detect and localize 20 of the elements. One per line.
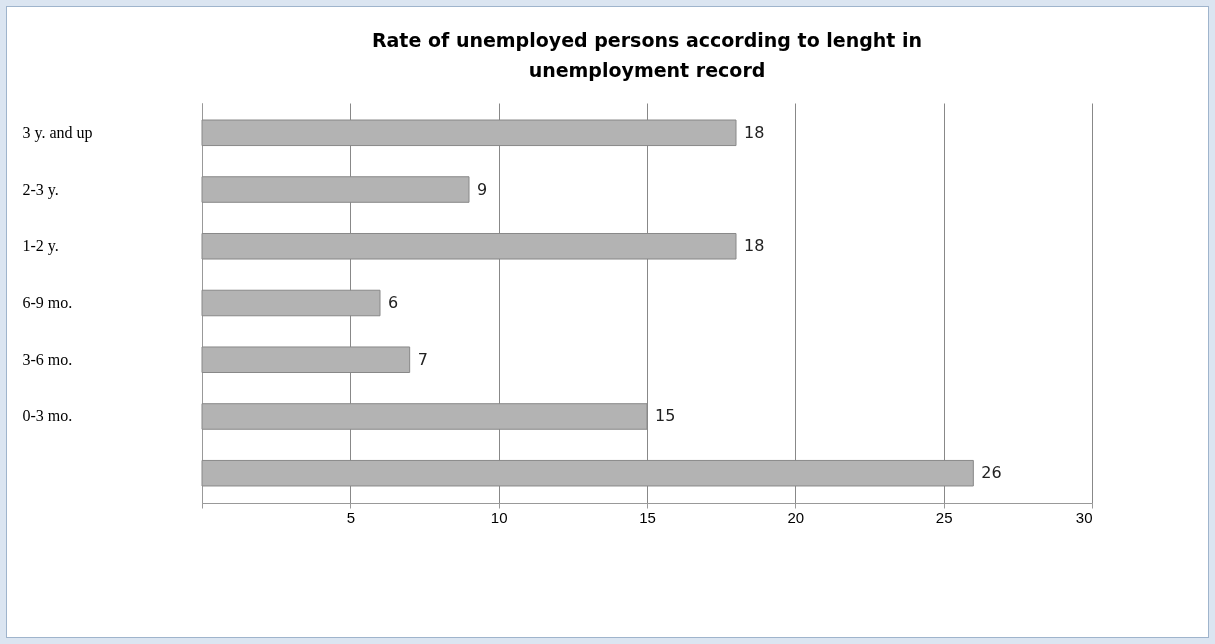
data-label: 15 xyxy=(655,406,676,426)
y-tick-label: 6-9 mo. xyxy=(22,294,73,311)
y-tick-label: 2-3 y. xyxy=(22,180,59,199)
data-label: 26 xyxy=(981,463,1002,483)
x-tick-label: 15 xyxy=(639,508,656,526)
chart-title: Rate of unemployed persons according to lenght in unemployment record xyxy=(371,29,923,81)
y-tick-label: 3 y. and up xyxy=(22,123,93,142)
data-label: 18 xyxy=(744,236,765,256)
x-tick-label: 25 xyxy=(935,508,953,526)
y-tick-label: 0-3 mo. xyxy=(22,407,73,425)
data-label: 18 xyxy=(744,122,765,142)
x-tick-label: 10 xyxy=(490,508,508,526)
y-tick-label: 3-6 mo. xyxy=(22,350,73,368)
x-tick-label: 5 xyxy=(346,508,356,526)
data-label: 6 xyxy=(388,293,399,312)
x-tick-label: 20 xyxy=(787,508,805,526)
x-tick-label: 30 xyxy=(1075,508,1093,526)
data-label: 7 xyxy=(417,349,428,369)
y-tick-label: 1-2 y. xyxy=(22,237,59,256)
data-label: 9 xyxy=(477,179,488,199)
